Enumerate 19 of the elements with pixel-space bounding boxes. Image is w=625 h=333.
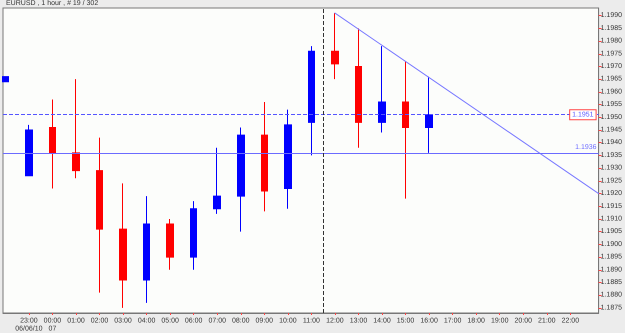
candlestick	[119, 182, 127, 308]
candlestick	[237, 126, 245, 232]
candlestick	[355, 28, 362, 148]
candlestick	[190, 200, 197, 270]
candlestick	[308, 46, 315, 156]
candlestick	[284, 109, 292, 210]
candlestick	[331, 12, 339, 80]
candlestick	[402, 60, 409, 200]
candlestick	[166, 218, 174, 270]
candlestick	[25, 124, 33, 176]
candlestick	[96, 137, 103, 294]
candlestick	[2, 76, 9, 82]
candlestick	[49, 99, 56, 189]
candlestick	[378, 46, 386, 134]
candlestick	[425, 76, 433, 154]
candlestick	[143, 196, 150, 304]
candlestick	[261, 102, 268, 212]
candlestick	[213, 147, 221, 214]
candlestick	[72, 78, 80, 179]
